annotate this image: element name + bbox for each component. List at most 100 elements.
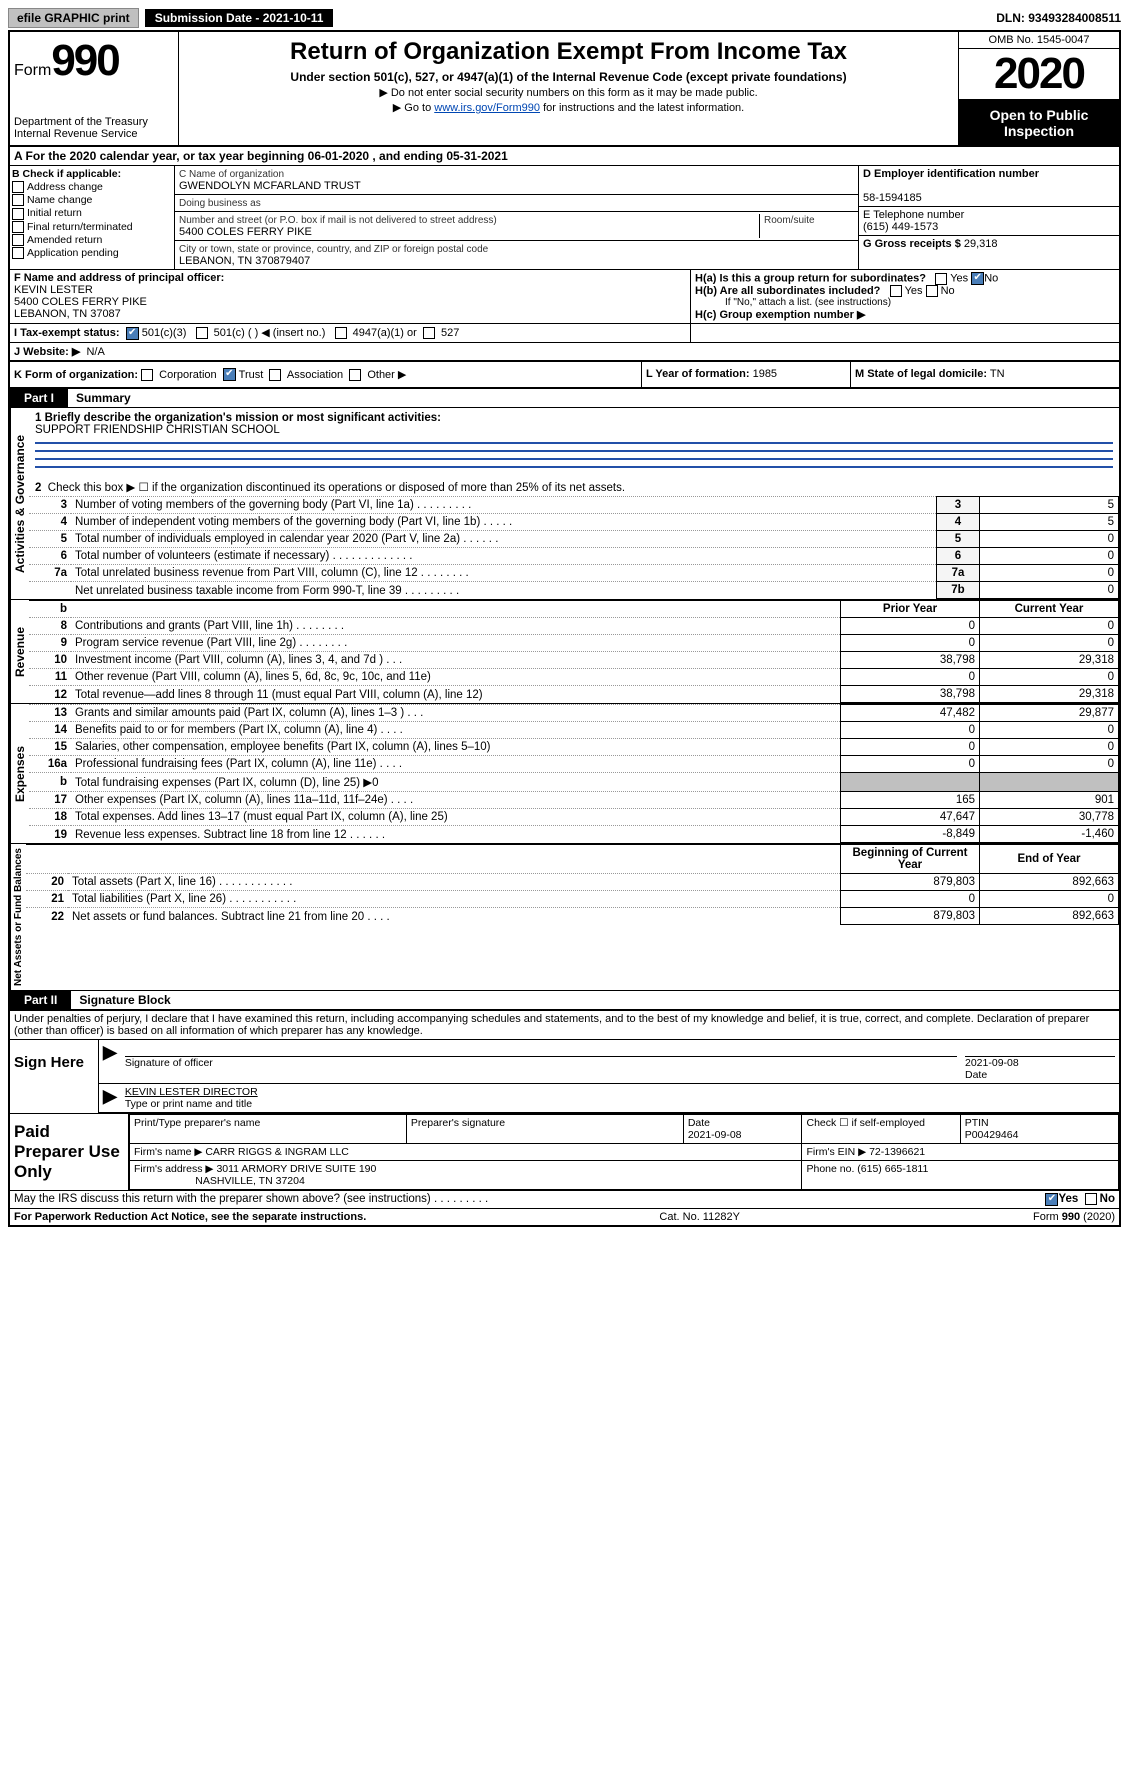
p-h5: PTIN: [965, 1117, 989, 1129]
table-row: 7aTotal unrelated business revenue from …: [29, 565, 1119, 582]
section-k: K Form of organization: Corporation ✔ Tr…: [10, 362, 641, 388]
officer-name: KEVIN LESTER: [14, 284, 93, 296]
chk-amended[interactable]: [12, 234, 24, 246]
chk-527[interactable]: [423, 327, 435, 339]
chk-initial[interactable]: [12, 208, 24, 220]
section-deg: D Employer identification number 58-15941…: [858, 166, 1119, 269]
p-ptin: P00429464: [965, 1129, 1019, 1141]
room-lbl: Room/suite: [764, 215, 815, 226]
open-public-badge: Open to Public Inspection: [959, 101, 1119, 145]
b-header: B Check if applicable:: [12, 168, 121, 180]
vlabel-revenue: Revenue: [10, 600, 29, 703]
form-id-cell: Form990 Department of the Treasury Inter…: [10, 32, 179, 145]
hb-yes: Yes: [905, 285, 923, 297]
perjury-text: Under penalties of perjury, I declare th…: [10, 1009, 1119, 1039]
sig-date-lbl: Date: [965, 1069, 987, 1081]
gross-val: 29,318: [964, 238, 998, 250]
table-row: 8Contributions and grants (Part VIII, li…: [29, 618, 1119, 635]
chk-assoc[interactable]: [269, 369, 281, 381]
top-bar: efile GRAPHIC print Submission Date - 20…: [8, 8, 1121, 28]
table-row: 10Investment income (Part VIII, column (…: [29, 652, 1119, 669]
ha-no-chk[interactable]: ✔: [971, 272, 984, 285]
paid-prep-label: Paid Preparer Use Only: [10, 1114, 129, 1190]
chk-name-change[interactable]: [12, 194, 24, 206]
table-row: 6Total number of volunteers (estimate if…: [29, 548, 1119, 565]
h-b-text: H(b) Are all subordinates included?: [695, 285, 880, 297]
c-name-lbl: C Name of organization: [179, 169, 284, 180]
g-lbl: G Gross receipts $: [863, 238, 961, 250]
section-c: C Name of organizationGWENDOLYN MCFARLAN…: [175, 166, 858, 269]
chk-trust[interactable]: ✔: [223, 368, 236, 381]
chk-corp[interactable]: [141, 369, 153, 381]
phone-val: (615) 449-1573: [863, 221, 938, 233]
city-lbl: City or town, state or province, country…: [179, 244, 488, 255]
p-ein-lbl: Firm's EIN ▶: [806, 1146, 866, 1158]
hdr-curr: Current Year: [980, 601, 1119, 618]
table-row: 19Revenue less expenses. Subtract line 1…: [29, 826, 1119, 843]
chk-other[interactable]: [349, 369, 361, 381]
table-row: 9Program service revenue (Part VIII, lin…: [29, 635, 1119, 652]
part2-tab: Part II: [10, 991, 71, 1009]
section-i: I Tax-exempt status: ✔ 501(c)(3) 501(c) …: [10, 324, 691, 342]
website-val: N/A: [86, 346, 104, 358]
p-addr-lbl: Firm's address ▶: [134, 1163, 214, 1175]
mission-q: 1 Briefly describe the organization's mi…: [35, 412, 441, 424]
omb-label: OMB No. 1545-0047: [959, 32, 1119, 49]
p-h1: Print/Type preparer's name: [134, 1117, 260, 1129]
dln-label: DLN: 93493284008511: [996, 11, 1121, 25]
table-row: 21Total liabilities (Part X, line 26) . …: [26, 891, 1119, 908]
chk-4947[interactable]: [335, 327, 347, 339]
o-501c: 501(c) ( ) ◀ (insert no.): [214, 327, 326, 339]
k-other: Other ▶: [367, 369, 406, 381]
submission-date-pill: Submission Date - 2021-10-11: [145, 9, 334, 27]
ein-val: 58-1594185: [863, 192, 922, 204]
table-row: 17Other expenses (Part IX, column (A), l…: [29, 792, 1119, 809]
chk-addr-change[interactable]: [12, 181, 24, 193]
table-row: bTotal fundraising expenses (Part IX, co…: [29, 773, 1119, 792]
hb-no-chk[interactable]: [926, 285, 938, 297]
e-lbl: E Telephone number: [863, 209, 964, 221]
discuss-row: May the IRS discuss this return with the…: [10, 1190, 1119, 1208]
note-link: ▶ Go to www.irs.gov/Form990 for instruct…: [185, 101, 952, 114]
net-table: Beginning of Current YearEnd of Year 20T…: [26, 844, 1119, 925]
p-h4: Check ☐ if self-employed: [806, 1117, 925, 1129]
chk-501c[interactable]: [196, 327, 208, 339]
discuss-no-chk[interactable]: [1085, 1193, 1097, 1205]
note-pre: ▶ Go to: [393, 102, 434, 114]
chk-app-pending[interactable]: [12, 247, 24, 259]
exp-table: 13Grants and similar amounts paid (Part …: [29, 704, 1119, 843]
efile-button[interactable]: efile GRAPHIC print: [8, 8, 139, 28]
chk-501c3[interactable]: ✔: [126, 327, 139, 340]
hdr-prior: Prior Year: [841, 601, 980, 618]
p-ein: 72-1396621: [869, 1146, 925, 1158]
m-lbl: M State of legal domicile:: [855, 368, 987, 380]
table-row: 20Total assets (Part X, line 16) . . . .…: [26, 874, 1119, 891]
discuss-yes-chk[interactable]: ✔: [1045, 1193, 1058, 1206]
discuss-no: No: [1100, 1193, 1115, 1206]
table-row: 15Salaries, other compensation, employee…: [29, 739, 1119, 756]
chk-final[interactable]: [12, 221, 24, 233]
section-l: L Year of formation: 1985: [641, 362, 850, 388]
sig-date: 2021-09-08: [965, 1057, 1019, 1069]
addr-lbl: Number and street (or P.O. box if mail i…: [179, 215, 497, 226]
d-lbl: D Employer identification number: [863, 168, 1039, 180]
lbl-app-pending: Application pending: [27, 247, 119, 259]
section-b-checks: B Check if applicable: Address change Na…: [10, 166, 175, 269]
hb-yes-chk[interactable]: [890, 285, 902, 297]
ha-yes-chk[interactable]: [935, 273, 947, 285]
org-name: GWENDOLYN MCFARLAND TRUST: [179, 180, 361, 192]
foot-mid: Cat. No. 11282Y: [659, 1211, 740, 1223]
city-val: LEBANON, TN 370879407: [179, 255, 310, 267]
note-ssn: ▶ Do not enter social security numbers o…: [185, 86, 952, 99]
form-body: Form990 Department of the Treasury Inter…: [8, 30, 1121, 1227]
dept-label: Department of the Treasury Internal Reve…: [14, 116, 174, 140]
vlabel-governance: Activities & Governance: [10, 408, 29, 599]
vlabel-net: Net Assets or Fund Balances: [10, 844, 26, 990]
discuss-text: May the IRS discuss this return with the…: [14, 1193, 1045, 1206]
header-right: OMB No. 1545-0047 2020 Open to Public In…: [958, 32, 1119, 145]
part1-title: Summary: [68, 389, 1119, 407]
discuss-yes: Yes: [1058, 1193, 1078, 1206]
table-row: 11Other revenue (Part VIII, column (A), …: [29, 669, 1119, 686]
irs-link[interactable]: www.irs.gov/Form990: [434, 102, 540, 114]
o-4947: 4947(a)(1) or: [353, 327, 417, 339]
